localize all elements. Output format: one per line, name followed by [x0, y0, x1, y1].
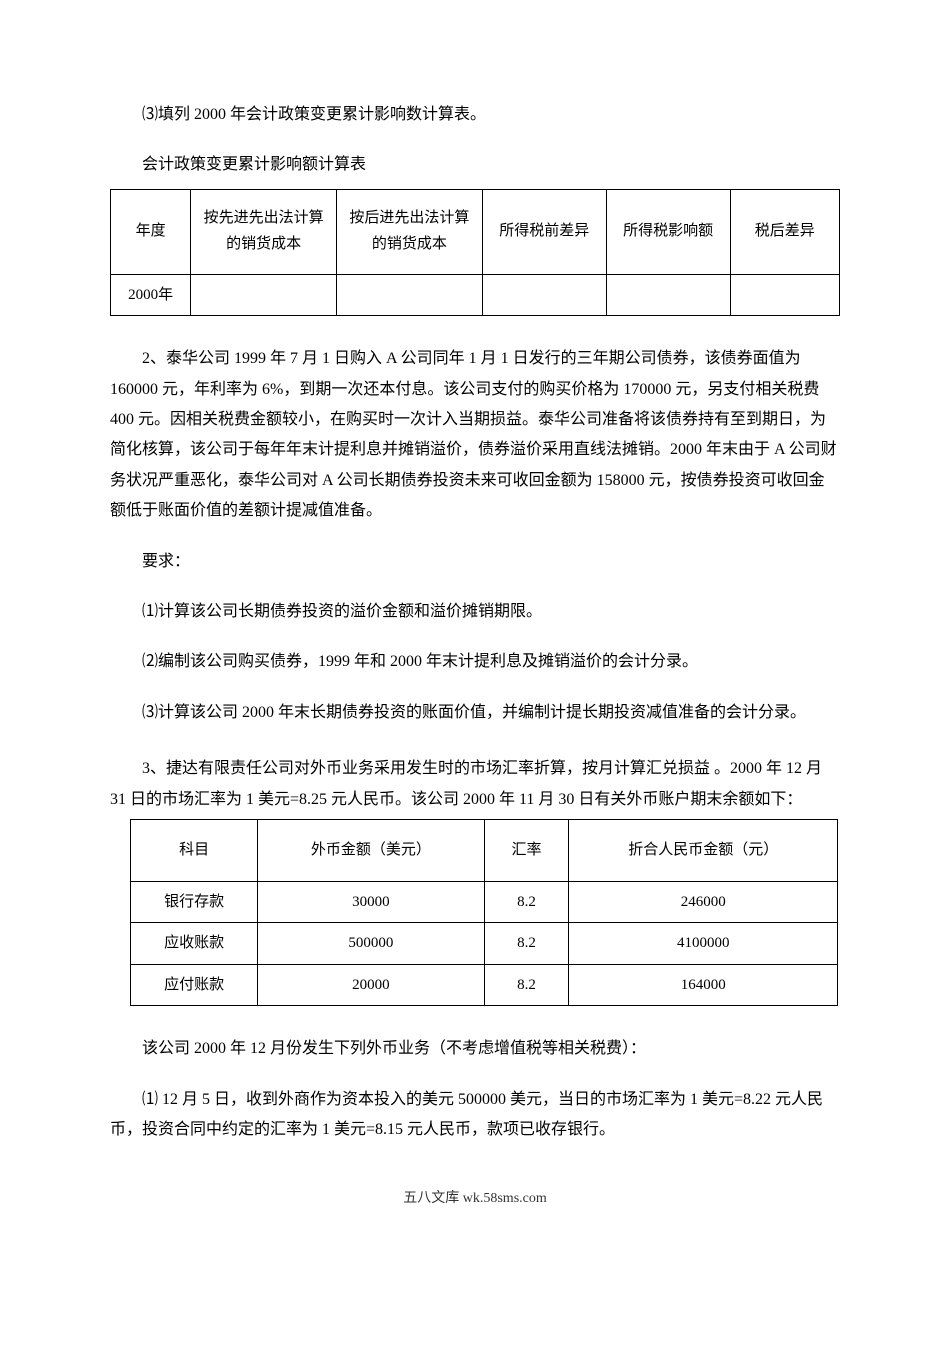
- table-header-aftertax: 税后差异: [730, 189, 839, 274]
- table-row: 应收账款 500000 8.2 4100000: [131, 923, 838, 965]
- requirement-item-2: ⑵编制该公司购买债券，1999 年和 2000 年末计提利息及摊销溢价的会计分录…: [110, 647, 840, 677]
- table-cell: [730, 274, 839, 316]
- table1-caption: 会计政策变更累计影响额计算表: [110, 150, 840, 180]
- table-cell: [191, 274, 337, 316]
- table-header-fifo: 按先进先出法计算的销货成本: [191, 189, 337, 274]
- table-cell: 应付账款: [131, 964, 258, 1006]
- paragraph-requirement-3: ⑶填列 2000 年会计政策变更累计影响数计算表。: [110, 100, 840, 130]
- table-cell: 164000: [569, 964, 838, 1006]
- requirement-label: 要求：: [110, 547, 840, 577]
- table-cell: 8.2: [484, 923, 569, 965]
- table-cell: 4100000: [569, 923, 838, 965]
- requirement-item-3: ⑶计算该公司 2000 年末长期债券投资的账面价值，并编制计提长期投资减值准备的…: [110, 698, 840, 728]
- question-3: 3、捷达有限责任公司对外币业务采用发生时的市场汇率折算，按月计算汇兑损益 。20…: [110, 754, 840, 815]
- table-header-pretax: 所得税前差异: [482, 189, 606, 274]
- page-footer: 五八文库 wk.58sms.com: [110, 1186, 840, 1213]
- transaction-item-1: ⑴ 12 月 5 日，收到外商作为资本投入的美元 500000 美元，当日的市场…: [110, 1085, 840, 1146]
- table-header-subject: 科目: [131, 819, 258, 881]
- table-cell: [606, 274, 730, 316]
- table-header-lifo: 按后进先出法计算的销货成本: [336, 189, 482, 274]
- table-cell: 30000: [258, 881, 484, 923]
- table-row: 年度 按先进先出法计算的销货成本 按后进先出法计算的销货成本 所得税前差异 所得…: [111, 189, 840, 274]
- table-cell: 应收账款: [131, 923, 258, 965]
- table-cell: [336, 274, 482, 316]
- paragraph-transactions: 该公司 2000 年 12 月份发生下列外币业务（不考虑增值税等相关税费）：: [110, 1034, 840, 1064]
- table-cell: 246000: [569, 881, 838, 923]
- table-cell: 8.2: [484, 881, 569, 923]
- table-cell: 银行存款: [131, 881, 258, 923]
- policy-change-table: 年度 按先进先出法计算的销货成本 按后进先出法计算的销货成本 所得税前差异 所得…: [110, 189, 840, 317]
- requirement-item-1: ⑴计算该公司长期债券投资的溢价金额和溢价摊销期限。: [110, 597, 840, 627]
- question-2: 2、泰华公司 1999 年 7 月 1 日购入 A 公司同年 1 月 1 日发行…: [110, 344, 840, 526]
- table-row: 银行存款 30000 8.2 246000: [131, 881, 838, 923]
- table-cell: 8.2: [484, 964, 569, 1006]
- table-row: 2000年: [111, 274, 840, 316]
- table-cell: [482, 274, 606, 316]
- table-cell: 20000: [258, 964, 484, 1006]
- foreign-currency-table: 科目 外币金额（美元） 汇率 折合人民币金额（元） 银行存款 30000 8.2…: [130, 819, 838, 1007]
- table-row: 科目 外币金额（美元） 汇率 折合人民币金额（元）: [131, 819, 838, 881]
- table-cell: 500000: [258, 923, 484, 965]
- table-header-tax-effect: 所得税影响额: [606, 189, 730, 274]
- table-row: 应付账款 20000 8.2 164000: [131, 964, 838, 1006]
- table-header-foreign-amount: 外币金额（美元）: [258, 819, 484, 881]
- table-header-year: 年度: [111, 189, 191, 274]
- table-cell-year: 2000年: [111, 274, 191, 316]
- table-header-rate: 汇率: [484, 819, 569, 881]
- table-header-rmb-amount: 折合人民币金额（元）: [569, 819, 838, 881]
